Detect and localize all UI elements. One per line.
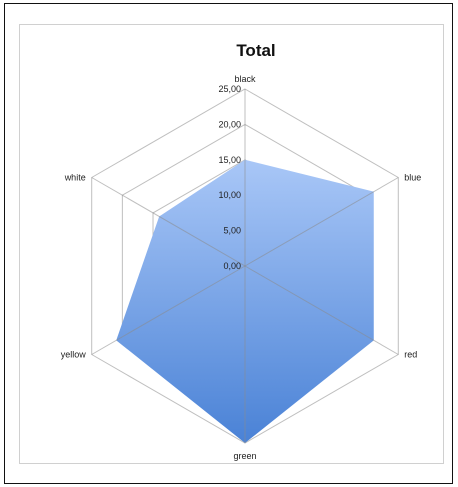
chart-title: Total <box>236 41 275 60</box>
spoke-white <box>91 177 246 267</box>
radar-axes <box>91 89 399 443</box>
category-label-white: white <box>64 173 86 183</box>
category-label-black: black <box>234 74 256 84</box>
spoke-red <box>244 265 399 355</box>
category-label-green: green <box>233 451 256 461</box>
category-label-red: red <box>404 350 417 360</box>
tick-label: 25,00 <box>218 84 241 94</box>
category-label-yellow: yellow <box>61 350 87 360</box>
tick-label: 0,00 <box>223 261 241 271</box>
category-label-blue: blue <box>404 173 421 183</box>
spoke-blue <box>244 177 399 267</box>
tick-label: 20,00 <box>218 119 241 129</box>
tick-label: 15,00 <box>218 155 241 165</box>
spoke-yellow <box>91 265 246 355</box>
chart-area-border <box>19 24 444 464</box>
tick-label: 5,00 <box>223 226 241 236</box>
tick-label: 10,00 <box>218 190 241 200</box>
